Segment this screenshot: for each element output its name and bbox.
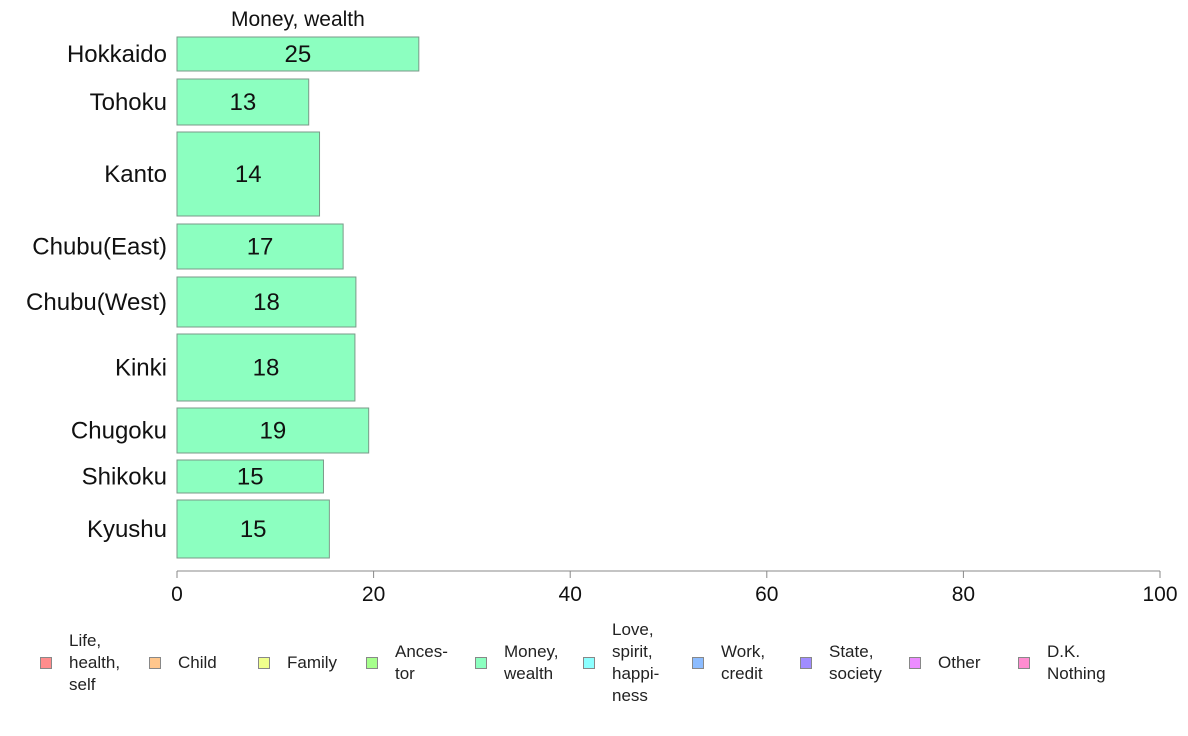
chart-title: Money, wealth	[231, 8, 365, 31]
category-label: Chubu(East)	[32, 234, 167, 261]
data-label: 14	[235, 161, 262, 188]
legend-label: Money, wealth	[504, 642, 559, 683]
legend-item: Money, wealth	[475, 618, 559, 708]
data-label: 19	[259, 418, 286, 445]
legend-label: Love, spirit, happi- ness	[612, 620, 660, 705]
x-tick-label: 0	[171, 583, 183, 606]
legend-item: State, society	[800, 618, 882, 708]
bar-chart: Money, wealth Hokkaido 25 Tohoku 13 Kanto 14 Ch…	[26, 8, 1177, 606]
data-label: 18	[253, 355, 280, 382]
legend-label: Work, credit	[721, 642, 766, 683]
category-label: Tohoku	[90, 89, 167, 116]
legend-item: Other	[909, 618, 981, 708]
legend-item: Ances- tor	[366, 618, 448, 708]
category-label: Chubu(West)	[26, 289, 167, 316]
data-label: 17	[247, 234, 274, 261]
bar	[176, 407, 370, 454]
legend-label: State, society	[829, 642, 882, 683]
legend-label: Other	[938, 653, 981, 672]
legend-swatch	[1018, 657, 1030, 669]
category-label: Shikoku	[82, 464, 167, 491]
legend-swatch	[800, 657, 812, 669]
legend-swatch	[583, 657, 595, 669]
x-tick-label: 100	[1142, 583, 1177, 606]
legend-item: Love, spirit, happi- ness	[583, 618, 659, 708]
legend-swatch	[692, 657, 704, 669]
bar	[176, 131, 321, 217]
legend: Life, health, self Child Family Ances- tor M…	[0, 618, 1188, 718]
legend-swatch	[909, 657, 921, 669]
x-tick-label: 60	[755, 583, 778, 606]
bar	[176, 36, 420, 72]
category-label: Hokkaido	[67, 41, 167, 68]
x-tick-label: 40	[559, 583, 582, 606]
legend-swatch	[366, 657, 378, 669]
legend-item: Family	[258, 618, 337, 708]
legend-item: Child	[149, 618, 217, 708]
legend-swatch	[475, 657, 487, 669]
bar	[176, 223, 344, 270]
bar	[176, 333, 356, 402]
data-label: 15	[237, 464, 264, 491]
category-label: Kinki	[115, 355, 167, 382]
legend-item: Life, health, self	[40, 618, 120, 708]
category-label: Kyushu	[87, 516, 167, 543]
legend-swatch	[258, 657, 270, 669]
x-tick-label: 80	[952, 583, 975, 606]
data-label: 15	[240, 516, 267, 543]
data-label: 25	[285, 41, 312, 68]
legend-swatch	[40, 657, 52, 669]
legend-item: Work, credit	[692, 618, 765, 708]
category-label: Chugoku	[71, 418, 167, 445]
legend-label: D.K. Nothing	[1047, 642, 1106, 683]
legend-label: Family	[287, 653, 338, 672]
bar	[176, 78, 310, 126]
legend-item: D.K. Nothing	[1018, 618, 1106, 708]
bar	[176, 459, 324, 494]
bar	[176, 499, 330, 559]
category-label: Kanto	[104, 161, 167, 188]
legend-label: Life, health, self	[69, 631, 121, 694]
data-label: 18	[253, 289, 280, 316]
legend-swatch	[149, 657, 161, 669]
data-label: 13	[230, 89, 257, 116]
bar	[176, 276, 357, 328]
legend-label: Child	[178, 653, 217, 672]
x-tick-label: 20	[362, 583, 385, 606]
legend-label: Ances- tor	[395, 642, 448, 683]
